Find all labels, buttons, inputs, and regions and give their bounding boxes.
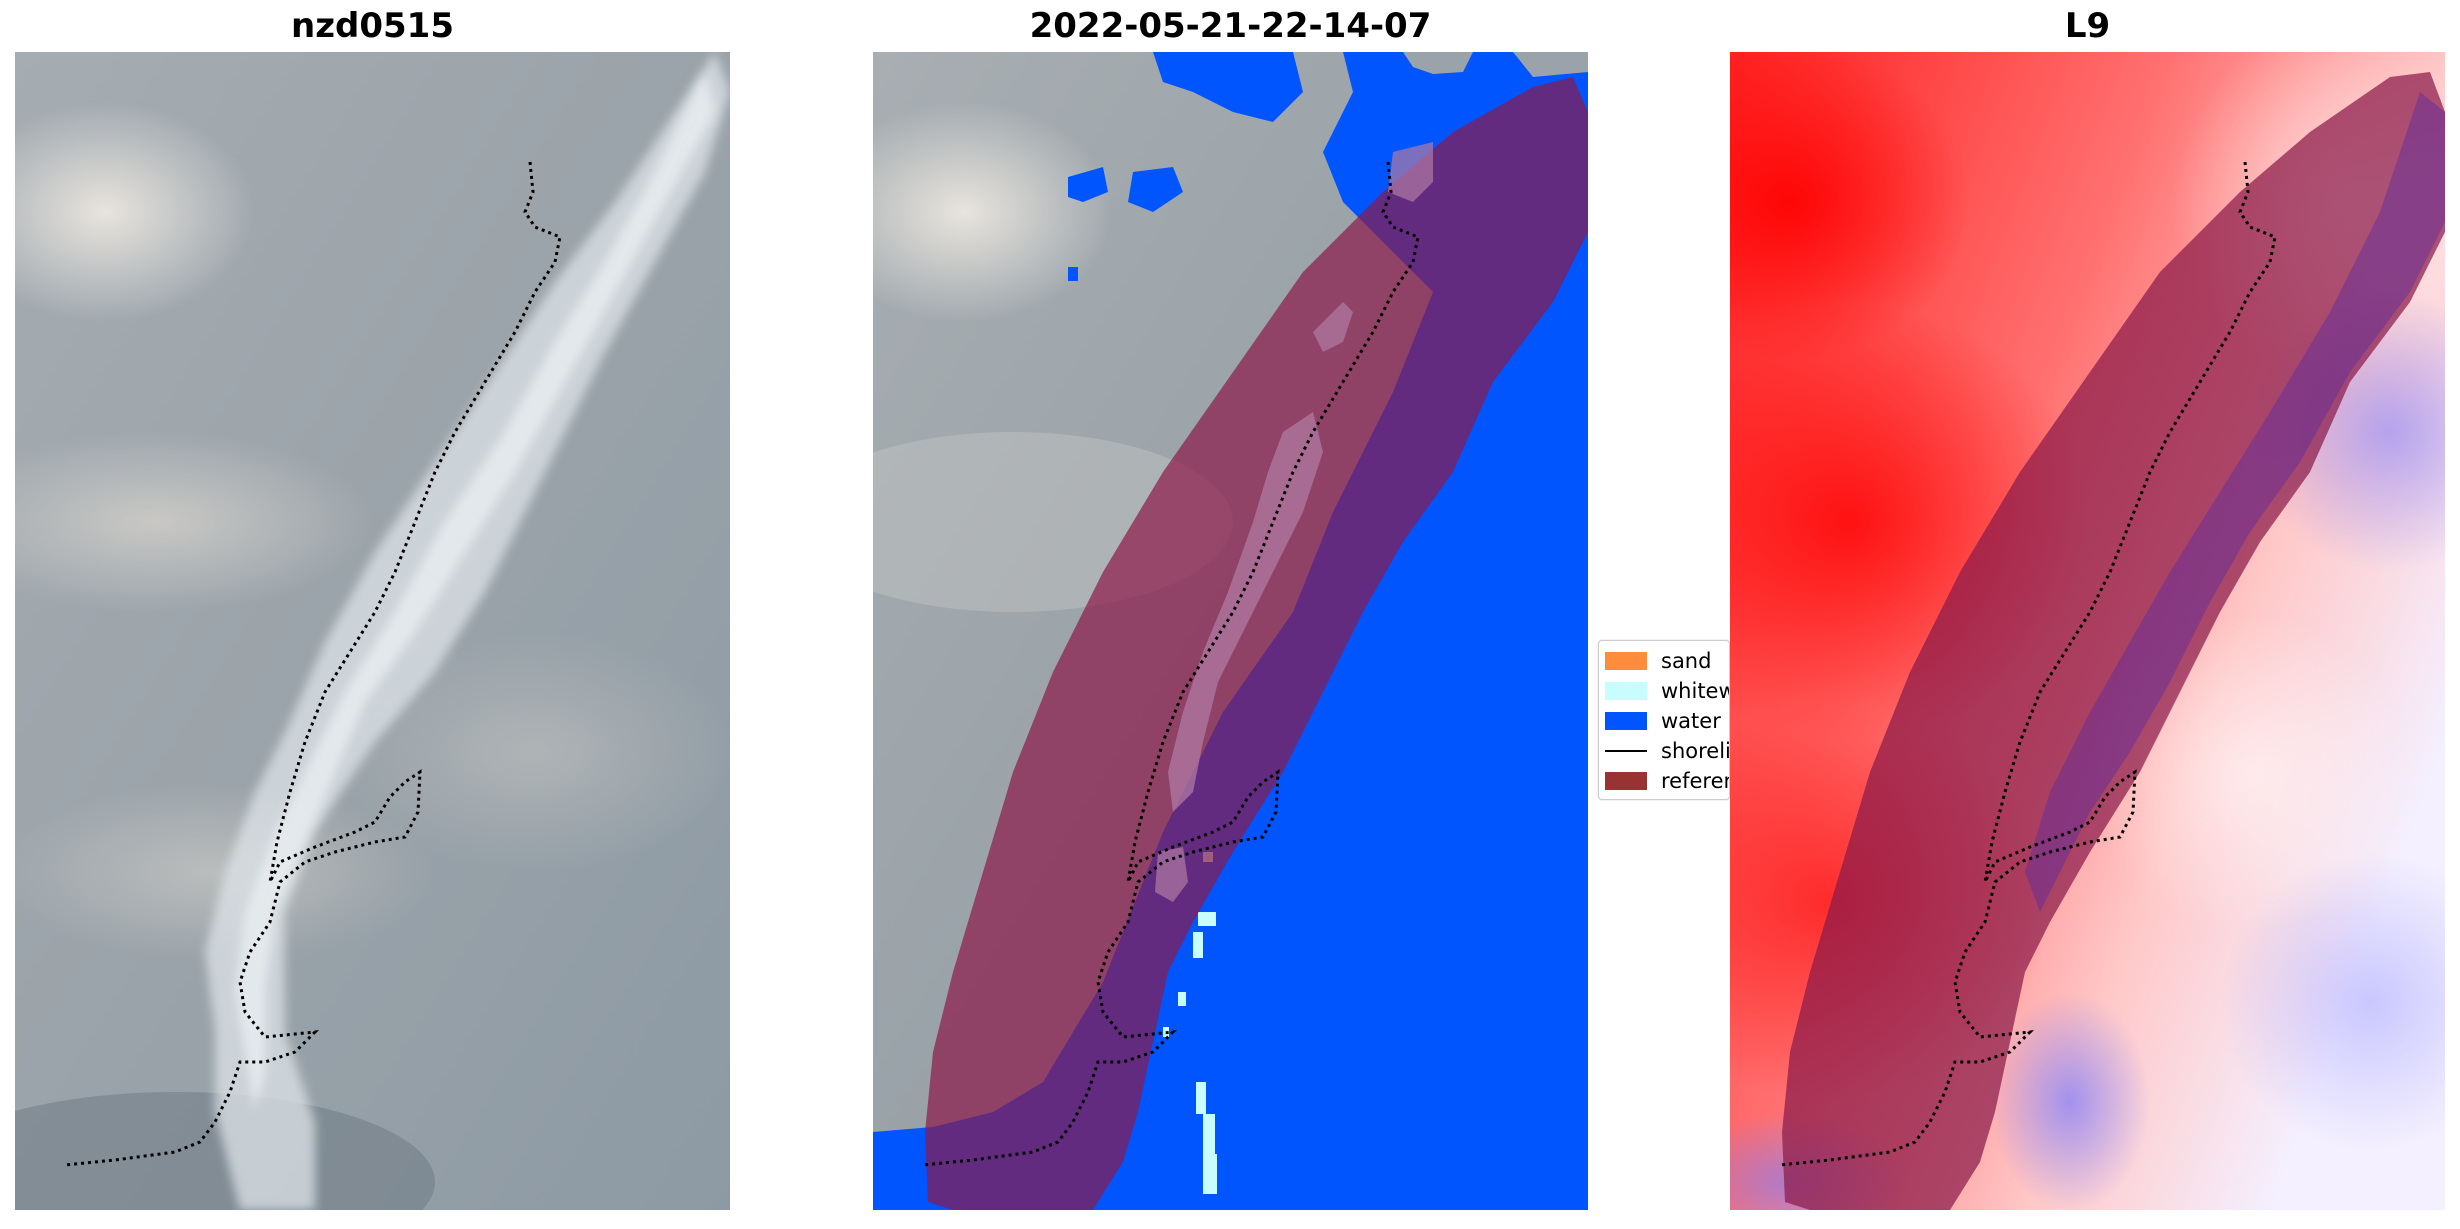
classification-panel <box>873 52 1588 1210</box>
panel-title-index: L9 <box>2064 6 2111 46</box>
reference-buffer <box>1782 72 2445 1210</box>
reference-buffer <box>925 77 1588 1210</box>
legend-item-shoreline: shoreli <box>1605 737 1730 765</box>
legend-label: sand <box>1661 649 1712 673</box>
legend-item-whitewater: whitew <box>1605 677 1730 705</box>
panel-title-classification: 2022-05-21-22-14-07 <box>1029 6 1432 46</box>
classification-image <box>873 52 1588 1210</box>
legend-line-shoreline <box>1605 750 1647 752</box>
legend-label: referen <box>1661 769 1730 793</box>
panel-title-rgb: nzd0515 <box>291 6 454 46</box>
legend-item-reference: referen <box>1605 767 1730 795</box>
index-panel <box>1730 52 2445 1210</box>
legend-swatch-whitewater <box>1605 682 1647 700</box>
legend-swatch-sand <box>1605 652 1647 670</box>
legend-swatch-water <box>1605 712 1647 730</box>
rgb-image-panel <box>15 52 730 1210</box>
legend-item-sand: sand <box>1605 647 1711 675</box>
rgb-image <box>15 52 730 1210</box>
legend: sand whitew water shoreli referen <box>1598 640 1730 800</box>
legend-label: water <box>1661 709 1721 733</box>
legend-label: whitew <box>1661 679 1730 703</box>
legend-item-water: water <box>1605 707 1721 735</box>
legend-label: shoreli <box>1661 739 1730 763</box>
index-image <box>1730 52 2445 1210</box>
legend-swatch-reference <box>1605 772 1647 790</box>
water-class-region <box>873 52 1588 1210</box>
